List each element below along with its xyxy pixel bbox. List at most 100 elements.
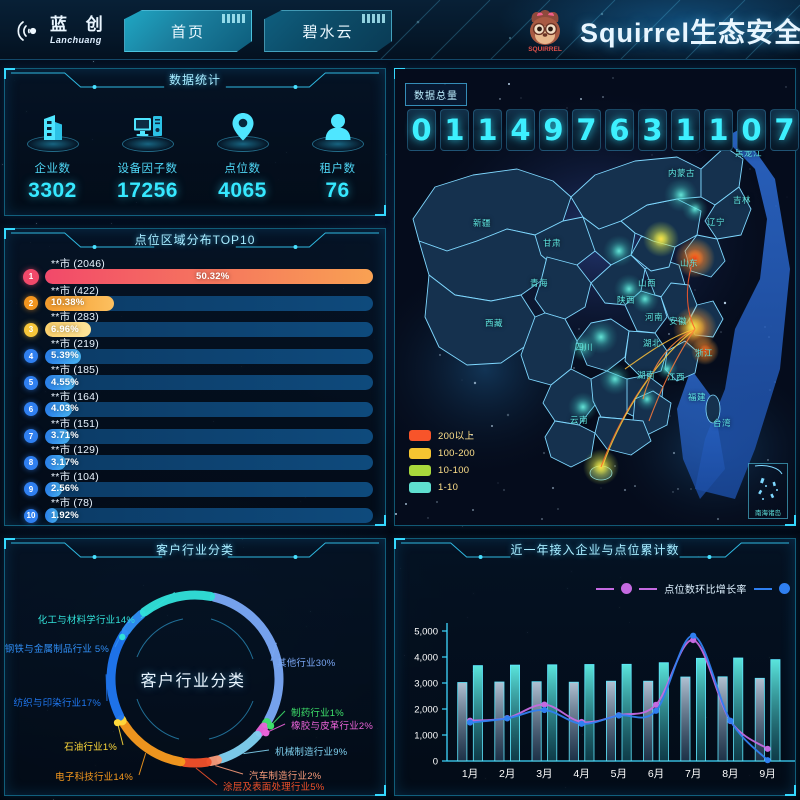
dashboard-stage: 蓝 创 Lanchuang 首页 碧水云 [0,0,800,800]
donut-chart-svg [5,563,385,795]
map-legend-label: 100-200 [438,448,475,459]
nanhai-inset-label: 南海诸岛 [749,507,787,517]
top10-row-track [45,508,373,523]
stat-card-enterprises[interactable]: 企业数 3302 [5,103,100,213]
data-total-digit: 6 [605,109,634,151]
app-logo[interactable]: 蓝 创 Lanchuang [14,8,119,53]
stats-row: 企业数 3302 设备因子数 [5,103,385,213]
legend-dot-point-growth [621,583,632,594]
donut-panel-title: 客户行业分类 [5,541,385,558]
province-label: 湖南 [637,369,655,381]
nanhai-inset: 南海诸岛 [748,463,788,519]
province-label: 四川 [575,341,593,353]
table-row[interactable]: **市 (129) 8 3.17% [13,443,377,470]
top10-row-track [45,482,373,497]
table-row[interactable]: **市 (283) 3 6.96% [13,310,377,337]
data-total-digit: 1 [440,109,469,151]
squirrel-mascot-icon: SQUIRREL [520,4,572,56]
location-pin-icon [216,103,270,151]
map-legend-row: 10-100 [409,465,475,476]
donut-slice-label: 机械制造行业9% [275,744,347,758]
table-row[interactable]: **市 (185) 5 4.55% [13,363,377,390]
data-total-digit: 3 [638,109,667,151]
building-icon [26,103,80,151]
svg-text:1,000: 1,000 [414,731,438,742]
table-row[interactable]: **市 (2046) 1 50.32% [13,257,377,284]
stats-panel-title: 数据统计 [5,71,385,88]
svg-text:2,000: 2,000 [414,705,438,716]
stat-card-tenants[interactable]: 租户数 76 [290,103,385,213]
map-total-badge: 数据总量 [405,83,467,106]
svg-text:4月: 4月 [573,768,589,780]
province-label: 台湾 [713,417,731,429]
stat-card-device-factors[interactable]: 设备因子数 17256 [100,103,195,213]
table-row[interactable]: **市 (422) 2 10.38% [13,284,377,311]
province-label: 西藏 [485,317,503,329]
top10-row-rank: 2 [24,296,38,310]
top10-row-percent: 2.56% [51,483,79,494]
top10-row-percent: 10.38% [51,297,84,308]
app-header: 蓝 创 Lanchuang 首页 碧水云 [0,0,800,60]
table-row[interactable]: **市 (104) 9 2.56% [13,470,377,497]
table-row[interactable]: **市 (164) 6 4.03% [13,390,377,417]
logo-text-en: Lanchuang [50,36,110,45]
tab-bishuiyun[interactable]: 碧水云 [264,10,392,52]
legend-line-segment [596,588,614,590]
data-total-digit: 1 [704,109,733,151]
line-bar-chart: 01,0002,0003,0004,0005,0001月 2月 3月 4月 5月 6月 7月… [395,539,797,797]
donut-slice-label: 橡胶与皮革行业2% [291,718,373,732]
line-chart-legend[interactable]: 点位数环比增长率 [493,581,800,596]
stat-value: 76 [325,179,349,203]
legend-line-segment [754,588,772,590]
user-icon [311,103,365,151]
signal-wave-icon [14,16,44,46]
stat-value: 17256 [117,179,178,203]
province-label: 内蒙古 [668,167,695,179]
stats-panel: 数据统计 企业数 3302 [4,68,386,216]
map-legend-row: 200以上 [409,428,475,442]
stat-card-points[interactable]: 点位数 4065 [195,103,290,213]
map-legend-label: 10-100 [438,465,469,476]
map-legend-swatch [409,482,431,493]
province-label: 湖北 [643,337,661,349]
top10-row-rank: 6 [24,402,38,416]
tab-tick-decoration [362,14,385,23]
svg-text:SQUIRREL: SQUIRREL [528,46,562,53]
province-label: 甘肃 [543,237,561,249]
top10-row-percent: 4.55% [51,377,79,388]
table-row[interactable]: **市 (151) 7 3.71% [13,417,377,444]
tab-bishuiyun-label: 碧水云 [302,21,353,42]
stat-label: 设备因子数 [118,160,178,176]
top10-row-rank: 9 [24,482,38,496]
top10-row-rank: 8 [24,456,38,470]
map-panel: 数据总量 011497631107 新疆 甘肃 青海 西藏 云南 内蒙古 黑龙江 吉林 辽宁 山西… [394,68,796,526]
svg-text:4,000: 4,000 [414,653,438,664]
line-panel: 近一年接入企业与点位累计数 点位数环比增长率 0 1,000 2,000 3,000 4… [394,538,796,796]
svg-text:2月: 2月 [499,768,515,780]
top10-row-percent: 1.92% [51,510,79,521]
top10-row-percent: 6.96% [51,324,79,335]
table-row[interactable]: **市 (78) 10 1.92% [13,496,377,523]
tab-tick-decoration [222,14,245,23]
stat-label: 租户数 [320,160,356,176]
top10-row-rank: 7 [24,429,38,443]
map-legend-row: 100-200 [409,448,475,459]
tab-home[interactable]: 首页 [124,10,252,52]
table-row[interactable]: **市 (219) 4 5.39% [13,337,377,364]
svg-text:9月: 9月 [759,768,775,780]
province-label: 山东 [680,257,698,269]
svg-text:0: 0 [433,757,438,768]
data-total-digit: 9 [539,109,568,151]
data-total-digit: 1 [473,109,502,151]
top10-row-percent: 5.39% [51,350,79,361]
province-label: 陕西 [617,294,635,306]
desktop-icon [121,103,175,151]
legend-label-point-growth: 点位数环比增长率 [664,581,746,596]
map-legend-swatch [409,465,431,476]
svg-text:7月: 7月 [685,768,701,780]
donut-slice-label: 制药行业1% [291,705,344,719]
province-label: 浙江 [695,347,713,359]
stat-label: 企业数 [35,160,71,176]
data-total-digit: 0 [737,109,766,151]
top10-row-rank: 10 [24,509,38,523]
